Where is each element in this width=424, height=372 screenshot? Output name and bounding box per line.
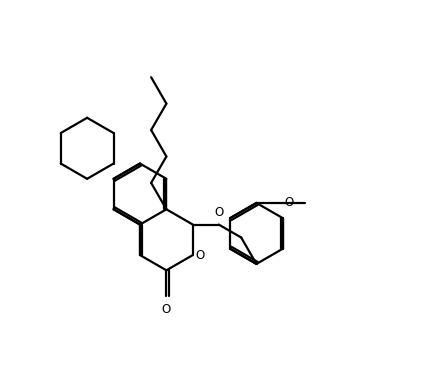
Text: O: O xyxy=(285,196,294,209)
Text: O: O xyxy=(162,302,171,315)
Text: O: O xyxy=(195,248,204,262)
Text: O: O xyxy=(214,206,223,219)
